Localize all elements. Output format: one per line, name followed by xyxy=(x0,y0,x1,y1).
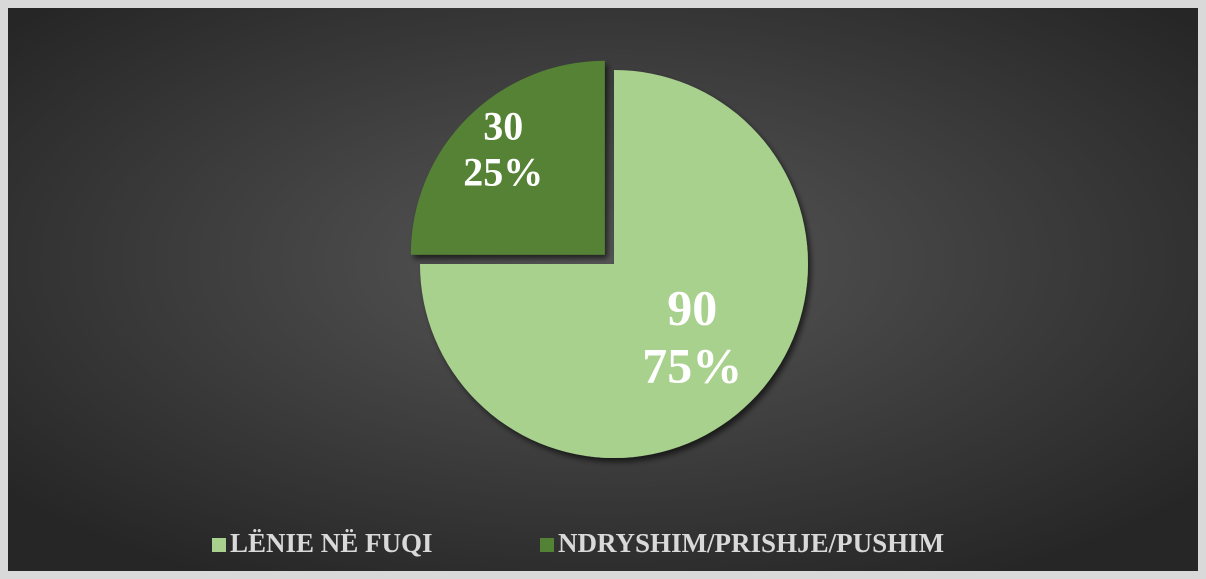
legend-swatch xyxy=(212,538,226,552)
legend-swatch xyxy=(540,538,554,552)
legend-label: NDRYSHIM/PRISHJE/PUSHIM xyxy=(558,528,944,558)
percentage-label: 25% xyxy=(463,150,543,195)
pie xyxy=(410,60,808,458)
legend: LËNIE NË FUQI NDRYSHIM/PRISHJE/PUSHIM xyxy=(212,528,944,558)
pie-slice xyxy=(410,60,605,255)
percentage-label: 75% xyxy=(642,338,742,394)
legend-label: LËNIE NË FUQI xyxy=(230,528,433,558)
data-label: 90 xyxy=(667,280,717,336)
data-label: 30 xyxy=(483,103,523,148)
pie-slice xyxy=(420,70,808,458)
